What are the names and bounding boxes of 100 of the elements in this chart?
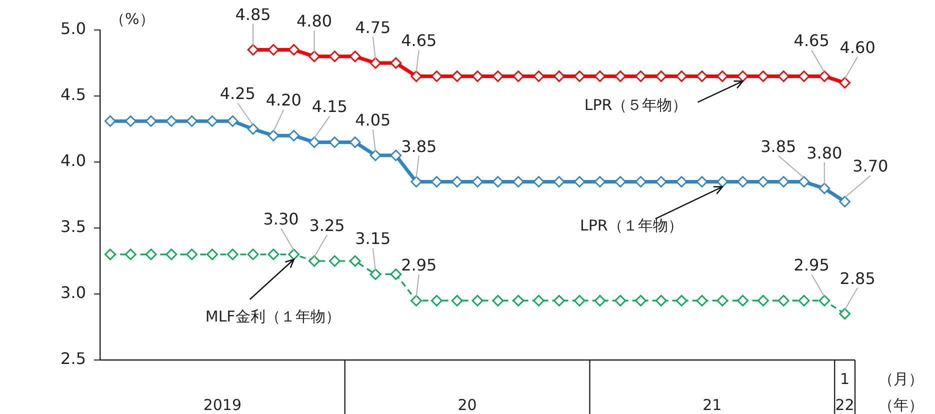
- point: [226, 248, 238, 260]
- point: [308, 136, 320, 148]
- point: [716, 294, 728, 306]
- point: [492, 176, 504, 188]
- point: [533, 70, 544, 82]
- point: [533, 176, 544, 188]
- point: [696, 294, 708, 306]
- data-label: 3.85: [401, 136, 437, 156]
- data-label: 3.15: [355, 229, 391, 248]
- point: [247, 44, 259, 56]
- data-label: 4.60: [840, 38, 876, 57]
- point: [472, 70, 484, 82]
- point: [166, 115, 178, 127]
- point: [328, 255, 340, 267]
- point: [288, 248, 300, 260]
- point: [451, 294, 463, 306]
- text: 2019: [203, 396, 242, 414]
- point: [370, 268, 382, 280]
- data-label: 3.70: [852, 156, 888, 176]
- point: [737, 70, 748, 82]
- data-label: 3.85: [760, 136, 796, 156]
- point: [778, 294, 790, 306]
- point: [124, 115, 136, 127]
- point: [635, 294, 646, 306]
- point: [186, 248, 198, 260]
- text: MLF金利（１年物）: [205, 307, 340, 326]
- point: [553, 294, 565, 306]
- data-label: 4.75: [355, 18, 391, 37]
- text: 21: [702, 396, 722, 414]
- point: [778, 176, 790, 188]
- point: [696, 70, 708, 82]
- point: [349, 50, 361, 62]
- point: [798, 176, 810, 188]
- point: [390, 268, 402, 280]
- point: [390, 57, 402, 69]
- point: [594, 70, 606, 82]
- point: [308, 255, 320, 267]
- y-tick-label: 4.0: [60, 151, 86, 170]
- data-label: 4.05: [355, 110, 391, 130]
- point: [410, 176, 422, 188]
- point: [818, 294, 830, 306]
- point: [451, 70, 463, 82]
- series-label: LPR（５年物）: [584, 96, 688, 114]
- point: [349, 255, 361, 267]
- point: [370, 150, 382, 162]
- point: [778, 70, 790, 82]
- data-label: 4.25: [220, 84, 256, 103]
- point: [410, 70, 422, 82]
- point: [124, 248, 136, 260]
- point: [268, 130, 280, 142]
- point: [839, 196, 850, 208]
- point: [676, 176, 688, 188]
- data-label: 4.20: [266, 90, 302, 110]
- data-label: 4.15: [312, 97, 348, 116]
- text: 22: [835, 396, 854, 414]
- point: [737, 294, 748, 306]
- point: [410, 294, 422, 306]
- point: [492, 294, 504, 306]
- point: [574, 70, 586, 82]
- point: [145, 248, 157, 260]
- point: [308, 50, 320, 62]
- point: [574, 294, 586, 306]
- point: [696, 176, 708, 188]
- point: [288, 130, 300, 142]
- y-axis-title: （%）: [110, 10, 154, 28]
- point: [328, 50, 340, 62]
- point: [145, 115, 157, 127]
- point: [798, 70, 810, 82]
- point: [268, 248, 280, 260]
- data-label: 4.65: [401, 31, 437, 50]
- point: [349, 136, 361, 148]
- point: [818, 70, 830, 82]
- point: [818, 182, 830, 194]
- text: 20: [458, 396, 477, 414]
- y-tick-label: 4.5: [60, 85, 86, 104]
- point: [676, 70, 688, 82]
- data-label: 4.80: [296, 11, 332, 30]
- data-label: 3.25: [309, 216, 345, 235]
- point: [839, 308, 850, 320]
- point: [288, 44, 300, 56]
- data-label: 2.85: [840, 268, 876, 288]
- point: [472, 176, 484, 188]
- point: [614, 294, 626, 306]
- point: [247, 248, 259, 260]
- point: [533, 294, 544, 306]
- point: [104, 248, 116, 260]
- point: [512, 294, 524, 306]
- point: [635, 70, 646, 82]
- point: [247, 123, 259, 135]
- y-tick-label: 5.0: [60, 19, 86, 38]
- point: [390, 150, 402, 162]
- point: [370, 57, 382, 69]
- y-tick-label: 3.0: [60, 283, 86, 302]
- point: [594, 176, 606, 188]
- y-tick-label: 3.5: [60, 217, 86, 236]
- point: [635, 176, 646, 188]
- data-label: 4.85: [235, 4, 271, 24]
- point: [839, 77, 850, 88]
- text: （年）: [878, 396, 924, 414]
- point: [206, 115, 218, 127]
